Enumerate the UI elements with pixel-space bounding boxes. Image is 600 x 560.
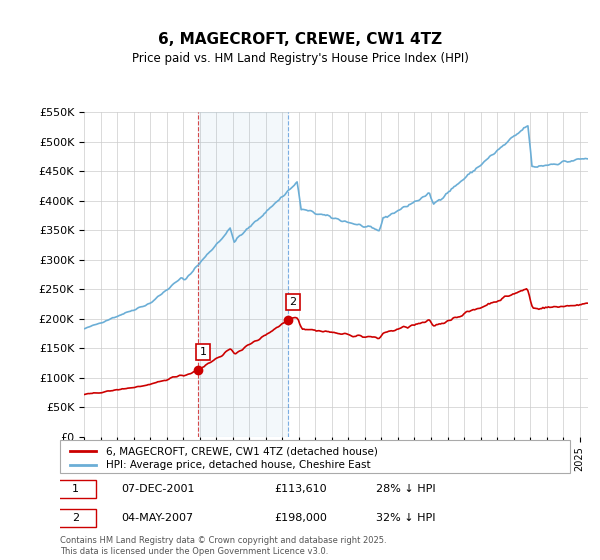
FancyBboxPatch shape	[60, 440, 570, 473]
FancyBboxPatch shape	[55, 509, 96, 527]
Text: Contains HM Land Registry data © Crown copyright and database right 2025.
This d: Contains HM Land Registry data © Crown c…	[60, 536, 386, 556]
Text: 6, MAGECROFT, CREWE, CW1 4TZ: 6, MAGECROFT, CREWE, CW1 4TZ	[158, 32, 442, 46]
FancyBboxPatch shape	[55, 480, 96, 498]
Text: £113,610: £113,610	[274, 484, 327, 494]
Text: 2: 2	[289, 297, 296, 307]
Text: 04-MAY-2007: 04-MAY-2007	[121, 513, 193, 523]
Text: 1: 1	[72, 484, 79, 494]
Text: 6, MAGECROFT, CREWE, CW1 4TZ (detached house): 6, MAGECROFT, CREWE, CW1 4TZ (detached h…	[106, 446, 378, 456]
Text: 32% ↓ HPI: 32% ↓ HPI	[376, 513, 436, 523]
Text: £198,000: £198,000	[274, 513, 327, 523]
Text: 07-DEC-2001: 07-DEC-2001	[121, 484, 194, 494]
Text: HPI: Average price, detached house, Cheshire East: HPI: Average price, detached house, Ches…	[106, 460, 371, 470]
Text: 28% ↓ HPI: 28% ↓ HPI	[376, 484, 436, 494]
Bar	[199, 112, 288, 437]
Text: Price paid vs. HM Land Registry's House Price Index (HPI): Price paid vs. HM Land Registry's House …	[131, 52, 469, 66]
Text: 2: 2	[72, 513, 79, 523]
Text: 1: 1	[200, 347, 207, 357]
